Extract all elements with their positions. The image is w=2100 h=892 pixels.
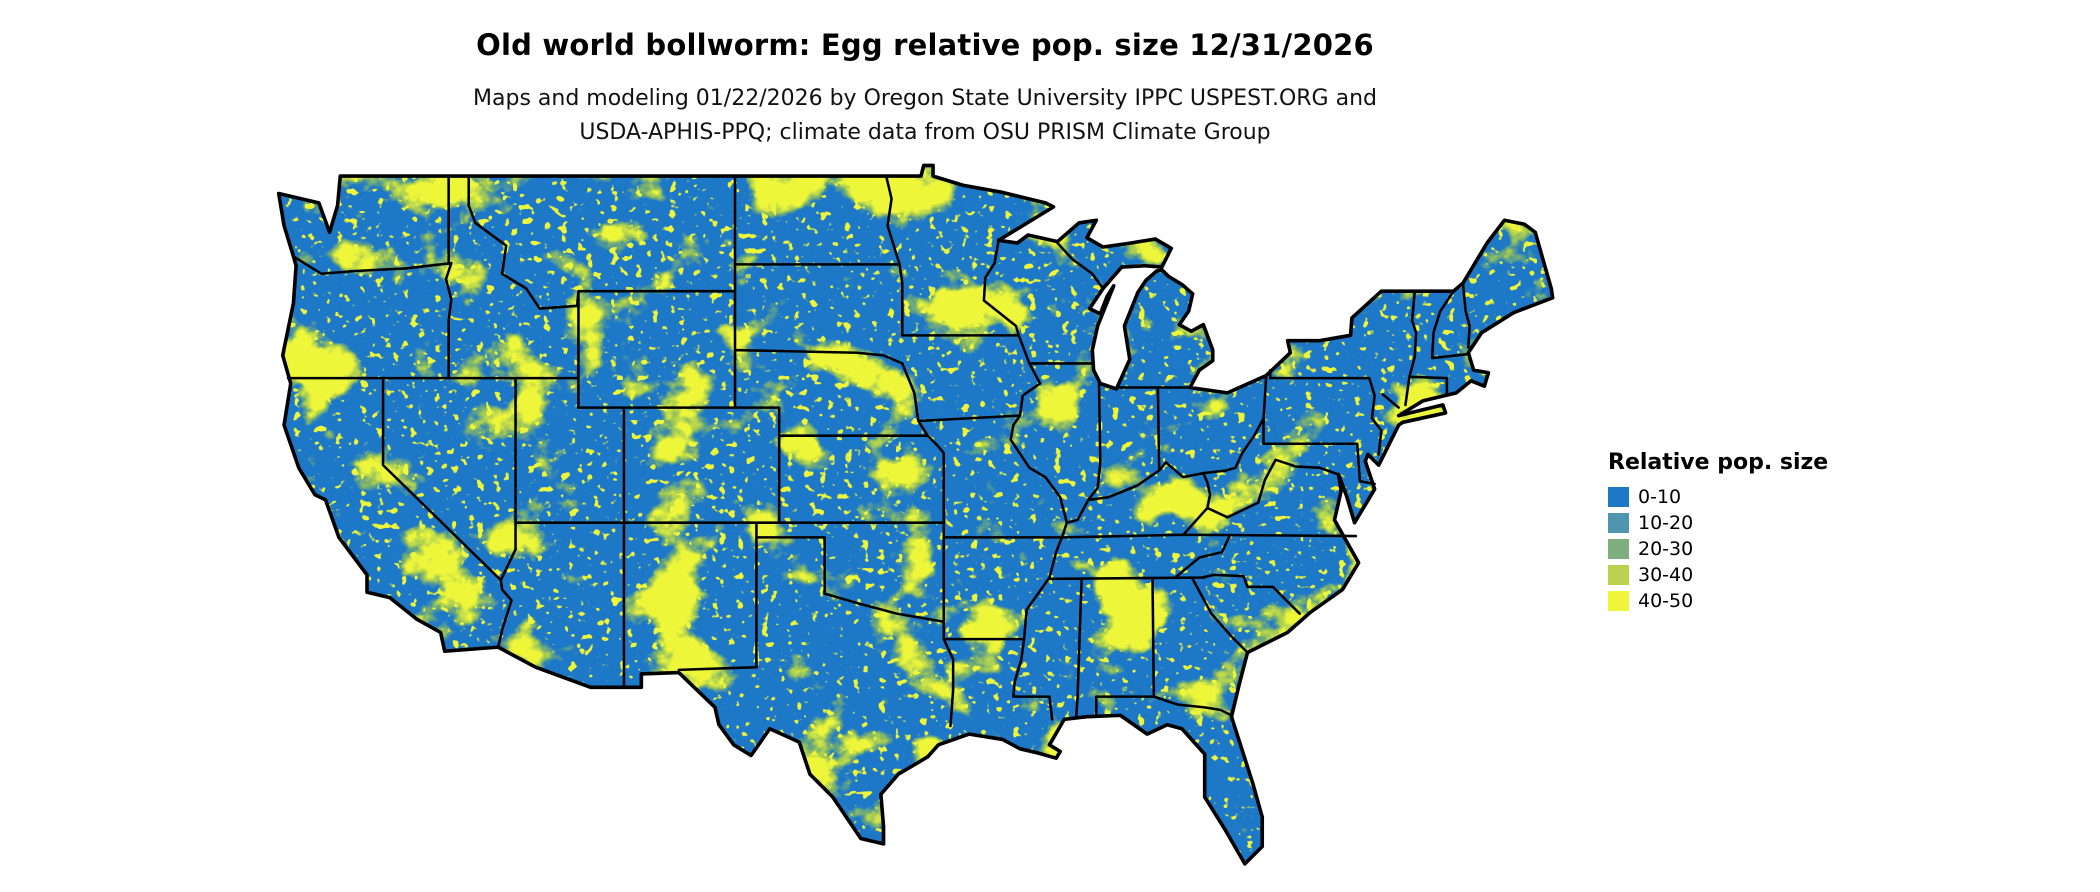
us-conus-map	[276, 163, 1555, 866]
map-legend: Relative pop. size 0-10 10-20 20-30 30-40 40…	[1608, 450, 1908, 617]
legend-item: 30-40	[1608, 564, 1908, 586]
us-map-container	[268, 158, 1566, 882]
legend-item: 40-50	[1608, 590, 1908, 612]
legend-swatch	[1608, 487, 1629, 507]
legend-title: Relative pop. size	[1608, 450, 1829, 475]
legend-item: 20-30	[1608, 538, 1908, 560]
subtitle-line-1: Maps and modeling 01/22/2026 by Oregon S…	[473, 86, 1377, 111]
legend-items: 0-10 10-20 20-30 30-40 40-50	[1608, 486, 1908, 612]
legend-swatch	[1608, 513, 1629, 533]
population-raster	[278, 165, 1553, 864]
legend-item: 0-10	[1608, 486, 1908, 508]
legend-label: 20-30	[1638, 538, 1694, 560]
legend-label: 30-40	[1638, 564, 1694, 586]
subtitle-line-2: USDA-APHIS-PPQ; climate data from OSU PR…	[579, 120, 1271, 145]
page-subtitle: Maps and modeling 01/22/2026 by Oregon S…	[0, 82, 1850, 150]
page-title: Old world bollworm: Egg relative pop. si…	[476, 28, 1374, 62]
legend-item: 10-20	[1608, 512, 1908, 534]
legend-label: 0-10	[1638, 486, 1682, 508]
legend-label: 40-50	[1638, 590, 1694, 612]
legend-label: 10-20	[1638, 512, 1694, 534]
legend-swatch	[1608, 539, 1629, 559]
legend-swatch	[1608, 591, 1629, 611]
state-borders	[286, 174, 1471, 728]
legend-swatch	[1608, 565, 1629, 585]
